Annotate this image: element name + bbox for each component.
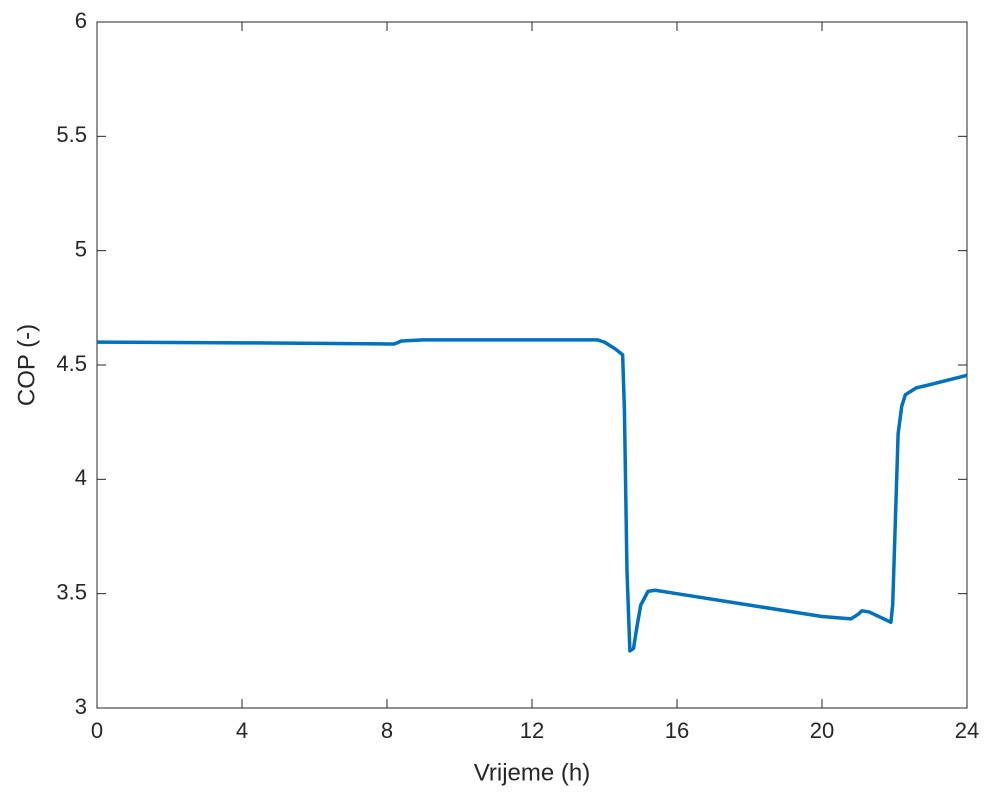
y-tick-label: 3 (75, 694, 87, 719)
x-tick-label: 0 (91, 718, 103, 743)
x-tick-label: 20 (810, 718, 834, 743)
x-tick-label: 24 (955, 718, 979, 743)
data-line (96, 338, 968, 653)
x-tick-label: 8 (381, 718, 393, 743)
y-tick-label: 6 (75, 8, 87, 33)
x-tick-label: 16 (665, 718, 689, 743)
y-tick-label: 5.5 (56, 122, 87, 147)
y-axis-label: COP (-) (13, 324, 40, 406)
plot-frame (96, 21, 968, 709)
x-axis-label: Vrijeme (h) (474, 759, 590, 786)
y-tick-label: 4.5 (56, 351, 87, 376)
y-tick-label: 5 (75, 236, 87, 261)
y-tick-label: 3.5 (56, 579, 87, 604)
x-tick-label: 4 (236, 718, 248, 743)
y-tick-label: 4 (75, 465, 87, 490)
x-tick-label: 12 (520, 718, 544, 743)
